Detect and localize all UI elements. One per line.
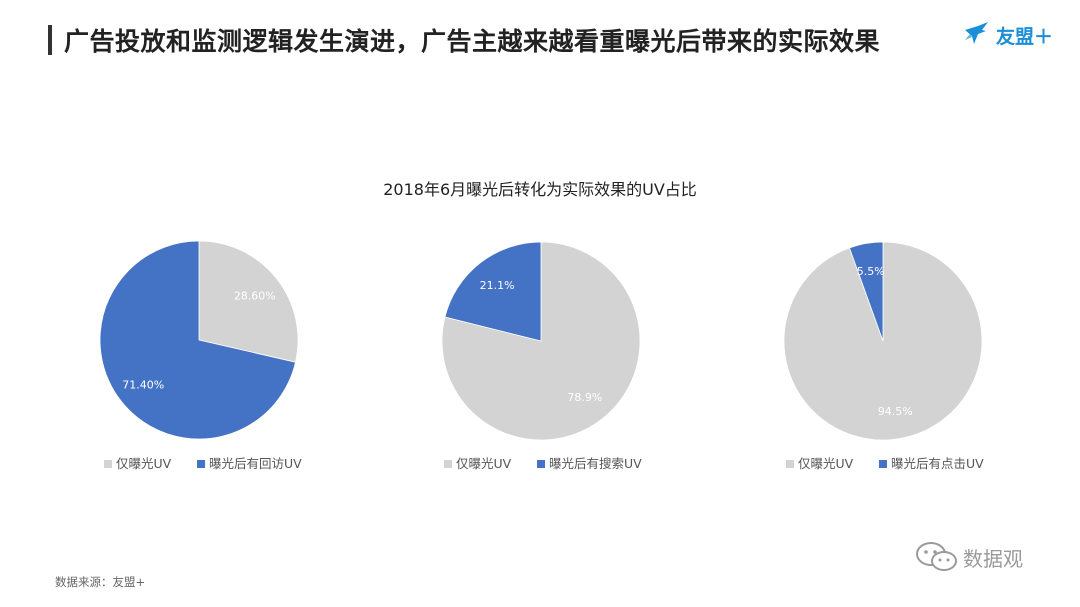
pie-slice [198, 240, 299, 363]
chart-title: 2018年6月曝光后转化为实际效果的UV占比 [383, 180, 697, 199]
legend-label: 仅曝光UV [798, 456, 854, 471]
legend-label: 仅曝光UV [116, 456, 172, 471]
slice-data-label: 21.1% [480, 279, 515, 292]
page-title: 广告投放和监测逻辑发生演进，广告主越来越看重曝光后带来的实际效果 [64, 27, 881, 56]
page-header: 广告投放和监测逻辑发生演进，广告主越来越看重曝光后带来的实际效果 [48, 22, 880, 58]
wechat-icon [916, 542, 957, 571]
legend-swatch [879, 460, 887, 468]
bird-icon [965, 22, 988, 44]
legend-label: 仅曝光UV [456, 456, 512, 471]
data-source: 数据来源：友盟+ [55, 575, 146, 589]
watermark-text: 数据观 [963, 546, 1023, 571]
slice-data-label: 28.60% [234, 290, 276, 303]
slice-data-label: 94.5% [878, 405, 913, 418]
slice-data-label: 5.5% [857, 265, 885, 278]
slice-data-label: 78.9% [567, 391, 602, 404]
brand-name: 友盟＋ [996, 25, 1054, 48]
watermark: 数据观 [915, 541, 1023, 573]
legend-label: 曝光后有回访UV [209, 456, 302, 471]
pie-slice [444, 241, 542, 342]
brand-logo: 友盟＋ [962, 20, 1053, 50]
legend-swatch [444, 460, 452, 468]
legend-swatch [786, 460, 794, 468]
pie-slice [848, 241, 884, 342]
title-accent-bar [48, 25, 52, 55]
legend-swatch [197, 460, 205, 468]
slice-data-label: 71.40% [122, 378, 164, 391]
legend-swatch [537, 460, 545, 468]
legend-swatch [104, 460, 112, 468]
legend-label: 曝光后有点击UV [891, 456, 984, 471]
legend-label: 曝光后有搜索UV [549, 456, 642, 471]
pie-slice [99, 240, 296, 440]
